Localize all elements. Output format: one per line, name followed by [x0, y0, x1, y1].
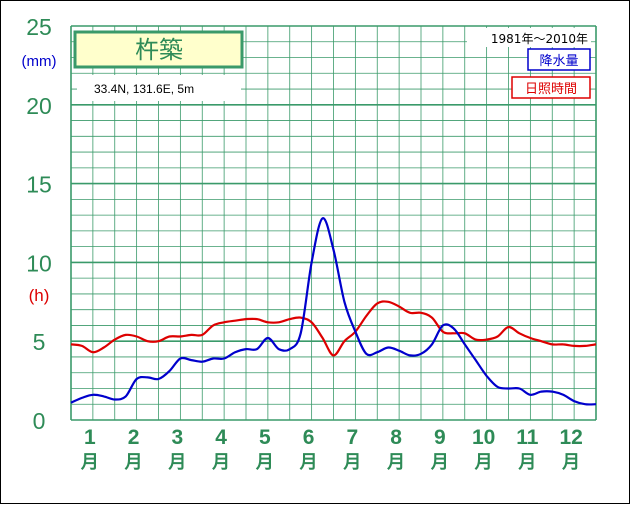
legend: 降水量 日照時間 — [511, 48, 591, 99]
series-layer — [70, 217, 597, 406]
period-label: 1981年〜2010年 — [491, 32, 588, 46]
legend-precip-label: 降水量 — [539, 54, 578, 69]
x-tick-label: 7 — [347, 426, 359, 449]
legend-sun-label: 日照時間 — [525, 82, 577, 97]
x-tick-label: 9 — [434, 426, 446, 449]
title-box: 杵築 — [73, 30, 244, 69]
unit-precip-label: (mm) — [22, 53, 57, 70]
x-tick-suffix: 月 — [430, 452, 449, 473]
location-label: 33.4N, 131.6E, 5m — [94, 82, 194, 96]
x-tick-suffix: 月 — [299, 452, 318, 473]
x-tick-label: 10 — [472, 426, 495, 449]
chart-title: 杵築 — [135, 36, 183, 64]
unit-sun-label: (h) — [29, 286, 50, 305]
x-tick-suffix: 月 — [255, 452, 274, 473]
x-tick-suffix: 月 — [124, 452, 143, 473]
x-tick-suffix: 月 — [561, 452, 580, 473]
y-tick-label: 0 — [33, 408, 46, 434]
y-tick-label: 25 — [26, 14, 52, 40]
axis-labels: (mm) (h) 0 5 10 15 20 25 1 月 2 月 3 月 4 月 5 月 6 月 7 月 8 月 9 月 10 月… — [22, 14, 583, 473]
x-tick-label: 6 — [303, 426, 315, 449]
legend-item-precip: 降水量 — [527, 48, 591, 71]
x-tick-suffix: 月 — [474, 452, 493, 473]
y-tick-label: 10 — [26, 250, 52, 276]
series-line-precip — [70, 217, 597, 406]
x-tick-suffix: 月 — [211, 452, 230, 473]
x-tick-label: 11 — [516, 426, 539, 449]
x-tick-label: 3 — [172, 426, 184, 449]
series-line-sun — [70, 300, 597, 357]
x-tick-suffix: 月 — [80, 452, 99, 473]
legend-item-sun: 日照時間 — [511, 76, 591, 99]
y-tick-label: 15 — [26, 172, 52, 198]
y-tick-label: 20 — [26, 93, 52, 119]
x-tick-label: 5 — [259, 426, 271, 449]
x-tick-label: 2 — [128, 426, 140, 449]
x-tick-label: 1 — [84, 426, 96, 449]
x-tick-suffix: 月 — [167, 452, 186, 473]
x-tick-label: 12 — [559, 426, 582, 449]
x-tick-suffix: 月 — [342, 452, 361, 473]
x-tick-label: 4 — [215, 426, 227, 449]
x-tick-suffix: 月 — [386, 452, 405, 473]
x-tick-label: 8 — [390, 426, 402, 449]
y-tick-label: 5 — [33, 329, 46, 355]
x-tick-suffix: 月 — [517, 452, 536, 473]
